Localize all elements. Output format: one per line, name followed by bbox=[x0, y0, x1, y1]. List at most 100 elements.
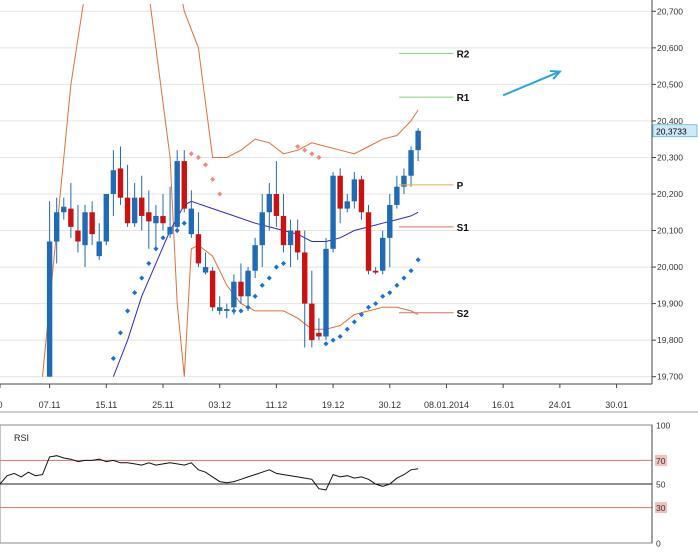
candle-body bbox=[53, 212, 60, 242]
candle-body bbox=[337, 175, 343, 209]
price-x-tick-label: 24.01 bbox=[549, 400, 572, 410]
moving-average-line bbox=[112, 200, 419, 377]
candle-body bbox=[415, 130, 421, 151]
candle-body bbox=[344, 201, 350, 209]
price-y-tick-label: 20,100 bbox=[657, 226, 683, 236]
candle-body bbox=[46, 241, 53, 377]
sar-dot bbox=[167, 229, 173, 235]
sar-dot bbox=[117, 330, 124, 336]
price-x-tick-label: 0 bbox=[0, 400, 3, 410]
sar-dot bbox=[337, 333, 343, 340]
sar-dot bbox=[330, 337, 336, 343]
candle-body bbox=[238, 281, 244, 297]
candle-body bbox=[96, 241, 102, 257]
candle-body bbox=[131, 197, 138, 224]
sar-dot bbox=[188, 151, 194, 157]
candle-body bbox=[146, 212, 152, 222]
sar-dot bbox=[302, 147, 308, 153]
sar-dot bbox=[174, 227, 180, 234]
bollinger-lower-line bbox=[149, 4, 419, 377]
price-x-tick-label: 11.12 bbox=[265, 400, 287, 410]
price-x-tick-label: 30.01 bbox=[605, 400, 628, 410]
candle-body bbox=[61, 206, 67, 213]
sar-dot bbox=[401, 275, 407, 281]
sar-dot bbox=[146, 260, 152, 266]
sar-dot bbox=[394, 282, 400, 288]
price-x-tick-label: 08.01.2014 bbox=[424, 400, 469, 410]
sar-dot bbox=[295, 143, 301, 150]
sar-dot bbox=[273, 264, 279, 270]
candle-body bbox=[294, 230, 301, 253]
price-y-tick-label: 20,700 bbox=[657, 6, 683, 16]
candle-body bbox=[316, 332, 322, 337]
price-plot-area bbox=[42, 4, 421, 377]
projection-arrow-head bbox=[549, 70, 562, 80]
candle-body bbox=[153, 215, 159, 224]
sar-dot bbox=[380, 293, 386, 299]
sar-dot bbox=[373, 301, 379, 307]
sar-dot bbox=[231, 308, 237, 314]
sar-dot bbox=[259, 282, 265, 288]
candle-body bbox=[266, 194, 273, 213]
price-y-tick-label: 20,200 bbox=[657, 189, 683, 199]
candle-body bbox=[188, 208, 195, 235]
candle-body bbox=[287, 230, 294, 246]
candle-body bbox=[117, 168, 124, 198]
rsi-panel: RSI 100 70 50 30 0 bbox=[0, 421, 670, 549]
candle-body bbox=[139, 197, 145, 216]
candle-body bbox=[273, 194, 280, 216]
sar-dot bbox=[181, 220, 187, 226]
sar-dot bbox=[195, 154, 201, 161]
pivot-level-label: S2 bbox=[457, 309, 470, 320]
candle-body bbox=[330, 175, 336, 249]
candle-body bbox=[103, 194, 110, 242]
price-y-tick-label: 19,900 bbox=[657, 299, 683, 309]
price-x-tick-label: 30.12 bbox=[379, 400, 402, 410]
sar-dot bbox=[309, 151, 315, 157]
candle-body bbox=[124, 197, 131, 224]
price-x-tick-label: 19.12 bbox=[322, 400, 345, 410]
candle-body bbox=[245, 270, 251, 297]
sar-dot bbox=[344, 326, 350, 332]
rsi-level-highlight bbox=[655, 502, 667, 514]
candle-body bbox=[379, 237, 386, 271]
pivot-level-label: R2 bbox=[457, 49, 470, 60]
sar-dot bbox=[415, 257, 421, 263]
candle-body bbox=[280, 215, 287, 246]
price-x-tick-label: 03.12 bbox=[208, 400, 231, 410]
candle-body bbox=[89, 212, 95, 235]
candle-body bbox=[351, 179, 358, 202]
candle-body bbox=[372, 270, 379, 273]
price-y-tick-label: 20,300 bbox=[657, 152, 683, 162]
candle-body bbox=[68, 208, 74, 227]
candle-body bbox=[252, 245, 258, 271]
sar-dot bbox=[245, 304, 251, 310]
candle-body bbox=[358, 179, 365, 213]
candle-body bbox=[216, 307, 223, 311]
candle-body bbox=[302, 252, 308, 304]
rsi-line bbox=[0, 455, 419, 491]
sar-dot bbox=[387, 290, 393, 296]
sar-dot bbox=[139, 275, 145, 281]
bollinger-upper-line bbox=[42, 4, 419, 377]
sar-dot bbox=[202, 162, 209, 168]
candle-body bbox=[309, 303, 315, 341]
rsi-y-tick-label: 30 bbox=[656, 503, 666, 513]
sar-dot bbox=[160, 235, 166, 241]
candle-body bbox=[231, 281, 237, 308]
candle-body bbox=[224, 309, 230, 311]
sar-dot bbox=[280, 260, 287, 266]
candle-body bbox=[202, 267, 209, 273]
candle-body bbox=[259, 212, 265, 246]
rsi-level-highlight bbox=[655, 454, 667, 466]
sar-dot bbox=[153, 246, 159, 252]
sar-dot bbox=[132, 290, 138, 296]
candle-body bbox=[82, 212, 88, 246]
current-price-label: 20,3733 bbox=[656, 126, 687, 136]
current-price-tag bbox=[652, 124, 698, 138]
price-panel: R2 R1 P S1 S2 20,700 20,600 20,500 20,400 20,300 2… bbox=[0, 0, 698, 413]
candle-body bbox=[209, 270, 216, 308]
